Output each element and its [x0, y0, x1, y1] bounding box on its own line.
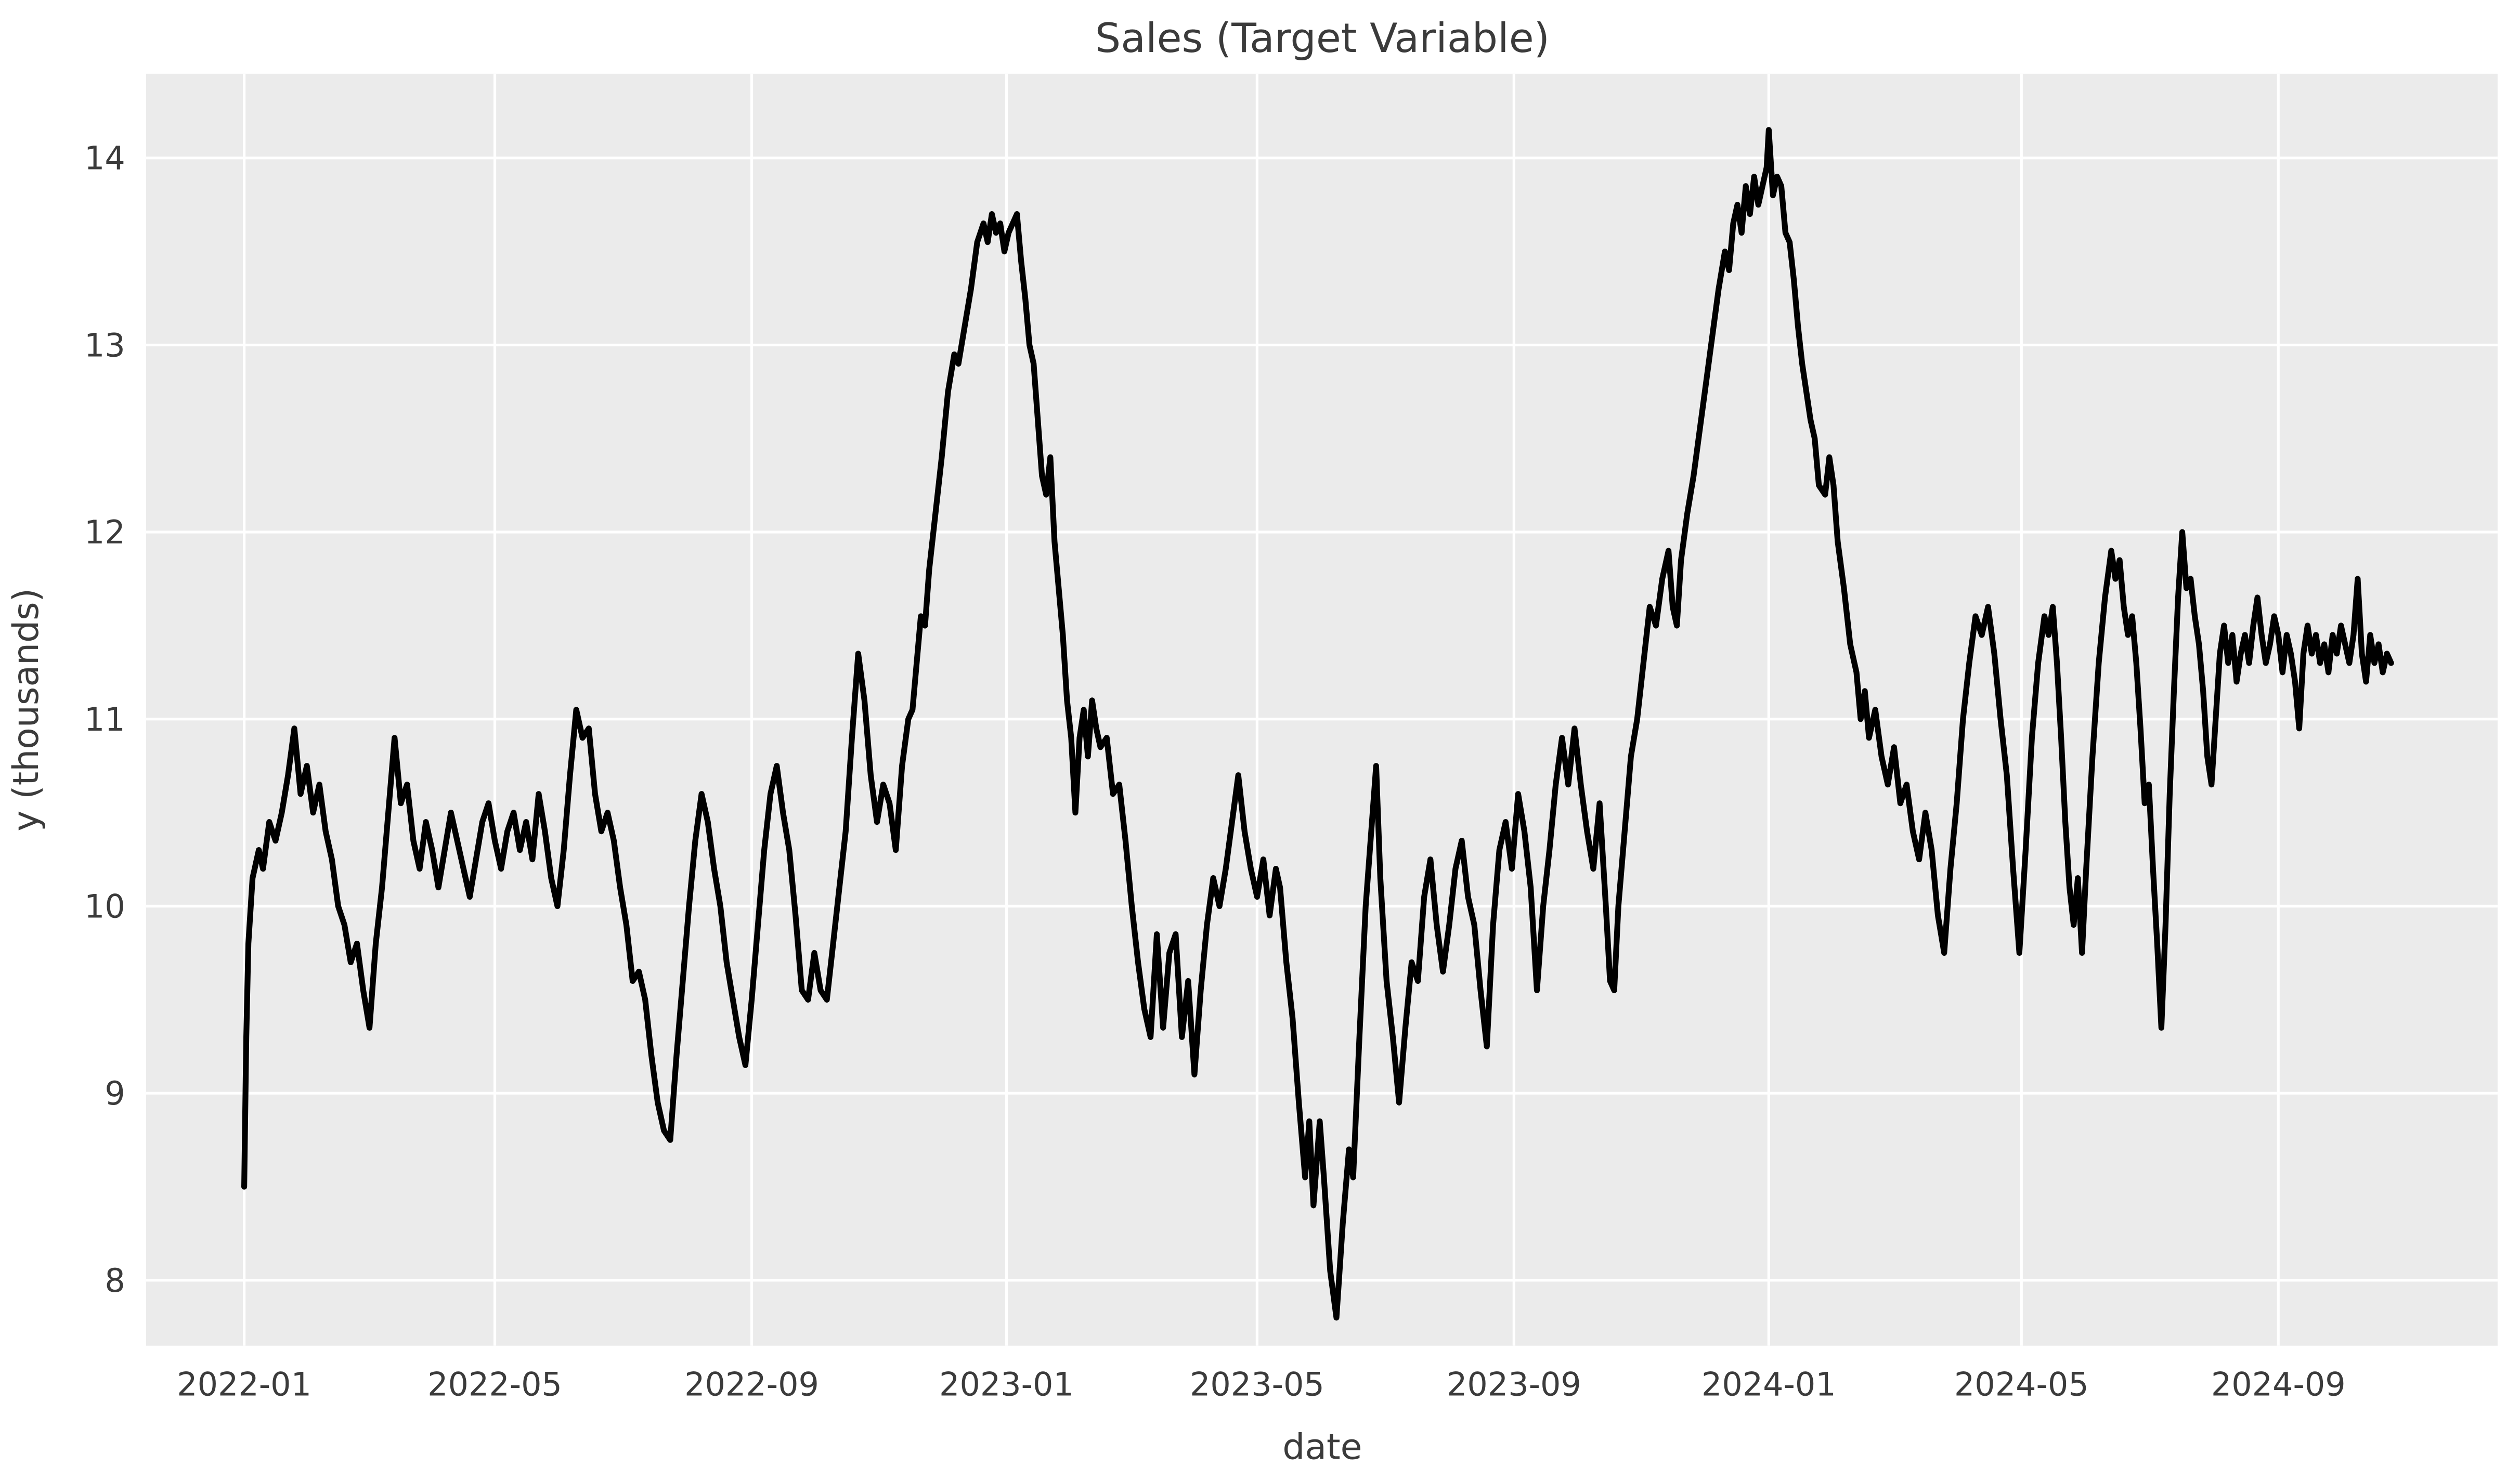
y-tick-11: 11: [84, 701, 125, 738]
y-tick-14: 14: [84, 140, 125, 177]
x-tick-2022-01: 2022-01: [177, 1366, 311, 1404]
y-tick-13: 13: [84, 327, 125, 364]
x-axis-label: date: [1282, 1427, 1362, 1468]
x-tick-2024-05: 2024-05: [1954, 1366, 2089, 1404]
y-tick-10: 10: [84, 888, 125, 925]
x-tick-2024-09: 2024-09: [2211, 1366, 2346, 1404]
y-axis-label: y (thousands): [6, 588, 47, 832]
gridlines: [146, 73, 2498, 1346]
x-tick-2024-01: 2024-01: [1701, 1366, 1836, 1404]
x-tick-2022-05: 2022-05: [427, 1366, 562, 1404]
x-tick-2022-09: 2022-09: [684, 1366, 819, 1404]
y-tick-8: 8: [105, 1262, 125, 1300]
y-tick-9: 9: [105, 1075, 125, 1112]
chart-title: Sales (Target Variable): [1095, 15, 1550, 62]
x-tick-2023-05: 2023-05: [1190, 1366, 1324, 1404]
y-tick-12: 12: [84, 514, 125, 551]
sales-series-line: [241, 127, 2394, 1321]
x-tick-labels: 2022-01 2022-05 2022-09 2023-01 2023-05 2023-…: [177, 1366, 2345, 1404]
x-tick-2023-09: 2023-09: [1447, 1366, 1581, 1404]
x-tick-2023-01: 2023-01: [939, 1366, 1074, 1404]
series-group: [241, 127, 2394, 1321]
y-tick-labels: 8 9 10 11 12 13 14: [84, 140, 125, 1300]
